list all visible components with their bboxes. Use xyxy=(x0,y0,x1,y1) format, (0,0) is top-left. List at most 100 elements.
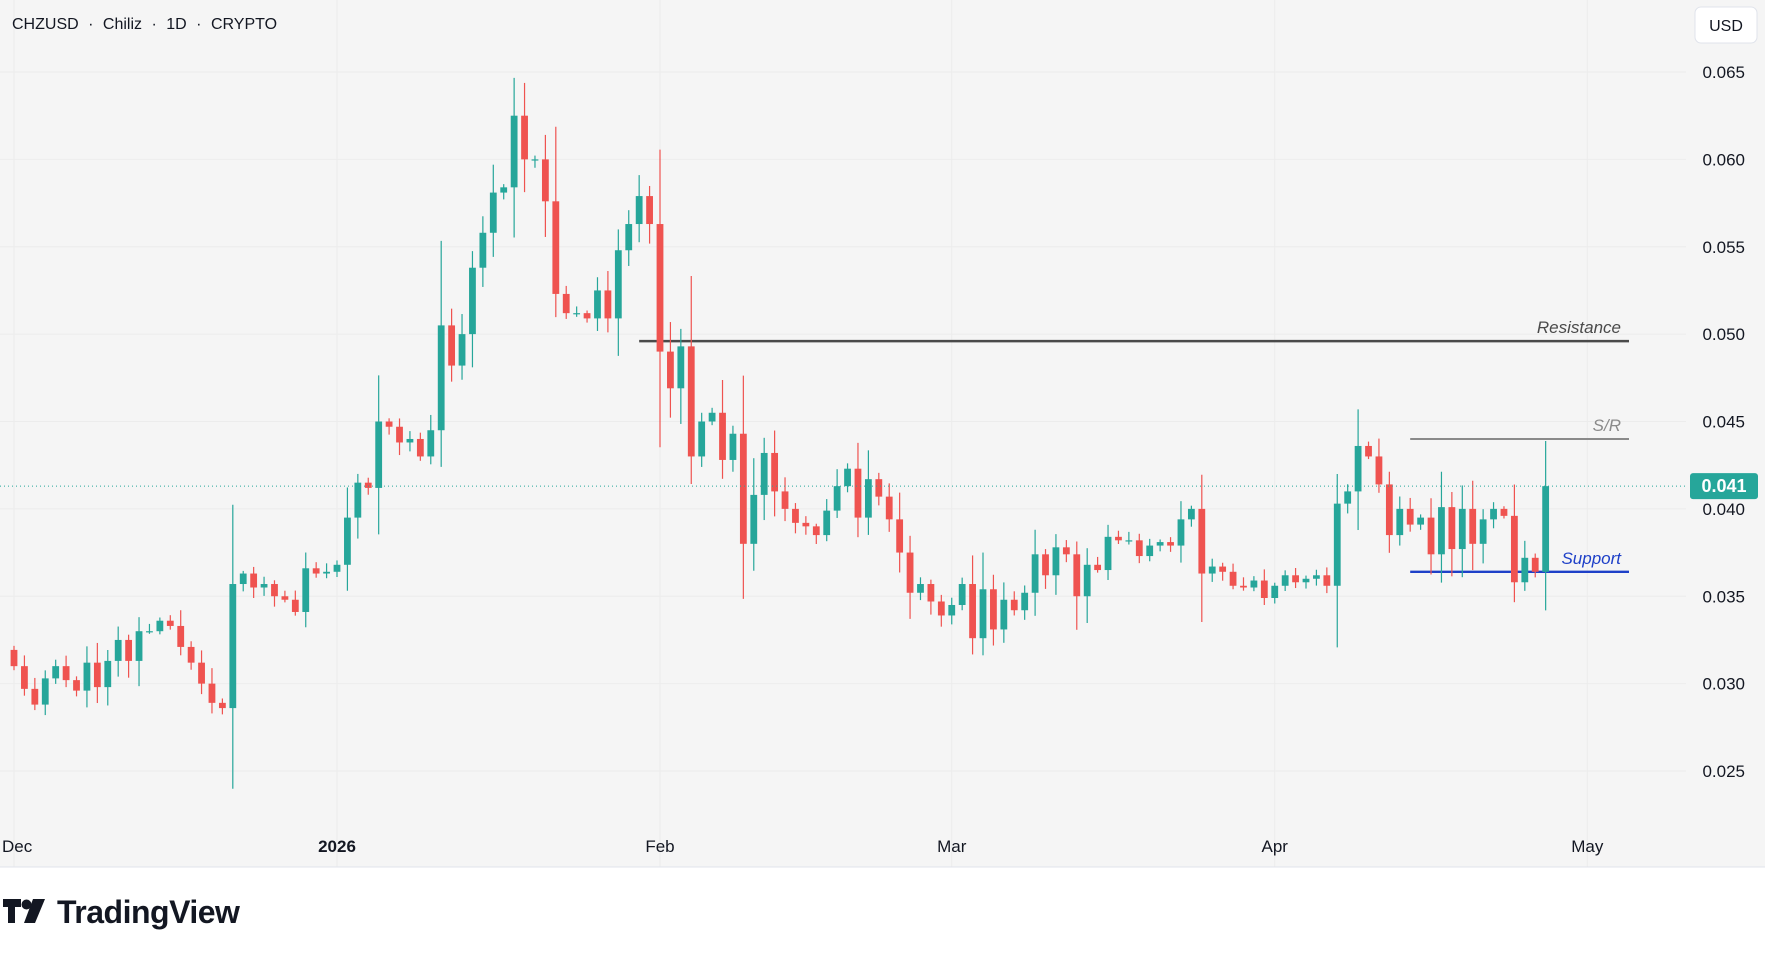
candle-body xyxy=(1260,580,1268,598)
candle-body xyxy=(469,267,476,335)
candle-body xyxy=(1052,547,1060,576)
tradingview-wordmark: TradingView xyxy=(57,894,240,930)
candle-body xyxy=(73,680,80,691)
chart-grid xyxy=(0,866,1765,868)
candle-body xyxy=(239,573,247,585)
candle-body xyxy=(1094,564,1102,571)
candle-body xyxy=(1042,554,1049,576)
candle-body xyxy=(864,479,872,518)
candle-body xyxy=(583,313,591,319)
candle-body xyxy=(208,683,216,703)
candle-body xyxy=(531,159,539,161)
candle-body xyxy=(750,494,758,544)
currency-button-bg[interactable] xyxy=(1694,6,1758,44)
candle-body xyxy=(427,430,435,457)
candle-body xyxy=(1375,456,1383,485)
candle-body xyxy=(979,589,987,639)
currency-label[interactable]: USD xyxy=(1709,18,1743,35)
candle-body xyxy=(437,325,445,431)
candle-body xyxy=(41,678,49,705)
candle-body xyxy=(406,438,414,443)
tradingview-logo[interactable]: TradingView xyxy=(3,894,241,930)
candle-body xyxy=(802,522,810,527)
candle-body xyxy=(260,584,268,588)
currency-button[interactable]: USD xyxy=(1694,6,1758,44)
candle-body xyxy=(104,660,112,688)
last-price-badge-bg xyxy=(1690,473,1758,500)
candle-body xyxy=(354,482,362,518)
candle-body xyxy=(1385,484,1393,536)
candle-body xyxy=(146,631,153,633)
candle-body xyxy=(823,510,831,536)
candle-body xyxy=(500,187,508,193)
candle-body xyxy=(93,662,101,688)
candle-body xyxy=(1333,503,1341,586)
candle-body xyxy=(1146,545,1154,557)
candle-body xyxy=(781,491,789,509)
candle-body xyxy=(927,584,935,602)
candle-body xyxy=(1438,507,1445,555)
candle-body xyxy=(687,346,695,457)
candle-body xyxy=(1458,508,1466,550)
candle-body xyxy=(229,584,237,709)
level-label-support: Support xyxy=(1561,549,1622,568)
candle-body xyxy=(917,584,924,593)
candle-body xyxy=(396,426,403,443)
candle-body xyxy=(521,115,528,160)
candle-body xyxy=(1073,554,1081,597)
tradingview-logo-icon xyxy=(3,899,45,923)
candle-body xyxy=(1062,547,1070,555)
candle-body xyxy=(271,584,278,597)
candle-body xyxy=(510,115,518,188)
x-tick-label: Feb xyxy=(645,837,674,856)
last-price-label: 0.041 xyxy=(1701,476,1746,496)
last-price-badge: 0.041 xyxy=(1690,473,1758,500)
candle-body xyxy=(1521,557,1529,583)
candle-body xyxy=(385,421,393,427)
title-separator-1: · xyxy=(88,16,93,33)
candle-body xyxy=(1198,508,1206,574)
candle-body xyxy=(1542,486,1550,572)
candle-body xyxy=(1323,575,1331,586)
candle-body xyxy=(1156,542,1164,546)
symbol-exchange: CRYPTO xyxy=(211,16,277,33)
candle-body xyxy=(333,564,341,572)
candle-body xyxy=(646,196,653,225)
y-tick-label: 0.065 xyxy=(1702,63,1745,82)
candle-body xyxy=(625,224,633,251)
candle-body xyxy=(1125,540,1133,542)
y-tick-label: 0.030 xyxy=(1702,675,1745,694)
time-axis[interactable]: Dec 2026 Feb Mar Apr May xyxy=(2,837,1604,856)
x-tick-label: 2026 xyxy=(318,837,356,856)
candle-body xyxy=(1229,571,1237,586)
candle-body xyxy=(1250,580,1258,588)
candle-body xyxy=(21,666,28,689)
y-tick-label: 0.025 xyxy=(1702,762,1745,781)
candle-body xyxy=(875,479,883,497)
candle-body xyxy=(896,519,904,553)
candle-body xyxy=(344,517,351,565)
candle-body xyxy=(958,584,966,605)
candle-body xyxy=(291,599,299,612)
candle-body xyxy=(448,325,456,366)
chart-plot-background xyxy=(0,0,1765,867)
candlestick-series xyxy=(10,77,1550,789)
candle-body xyxy=(990,589,997,630)
candle-body xyxy=(1281,575,1289,586)
candle-body xyxy=(1240,585,1247,588)
candle-body xyxy=(31,688,39,705)
candle-body xyxy=(719,412,726,460)
candle-body xyxy=(1302,578,1310,583)
candle-body xyxy=(1115,536,1122,541)
y-tick-label: 0.050 xyxy=(1702,325,1745,344)
candle-body xyxy=(844,468,851,487)
y-tick-label: 0.040 xyxy=(1702,500,1745,519)
candle-body xyxy=(10,649,18,667)
candle-body xyxy=(937,601,945,616)
candle-body xyxy=(771,452,779,492)
candle-body xyxy=(739,433,747,544)
candle-body xyxy=(135,631,143,661)
price-axis[interactable]: 0.065 0.060 0.055 0.050 0.045 0.040 0.035 0.030… xyxy=(1702,63,1745,781)
candle-body xyxy=(1177,519,1185,546)
